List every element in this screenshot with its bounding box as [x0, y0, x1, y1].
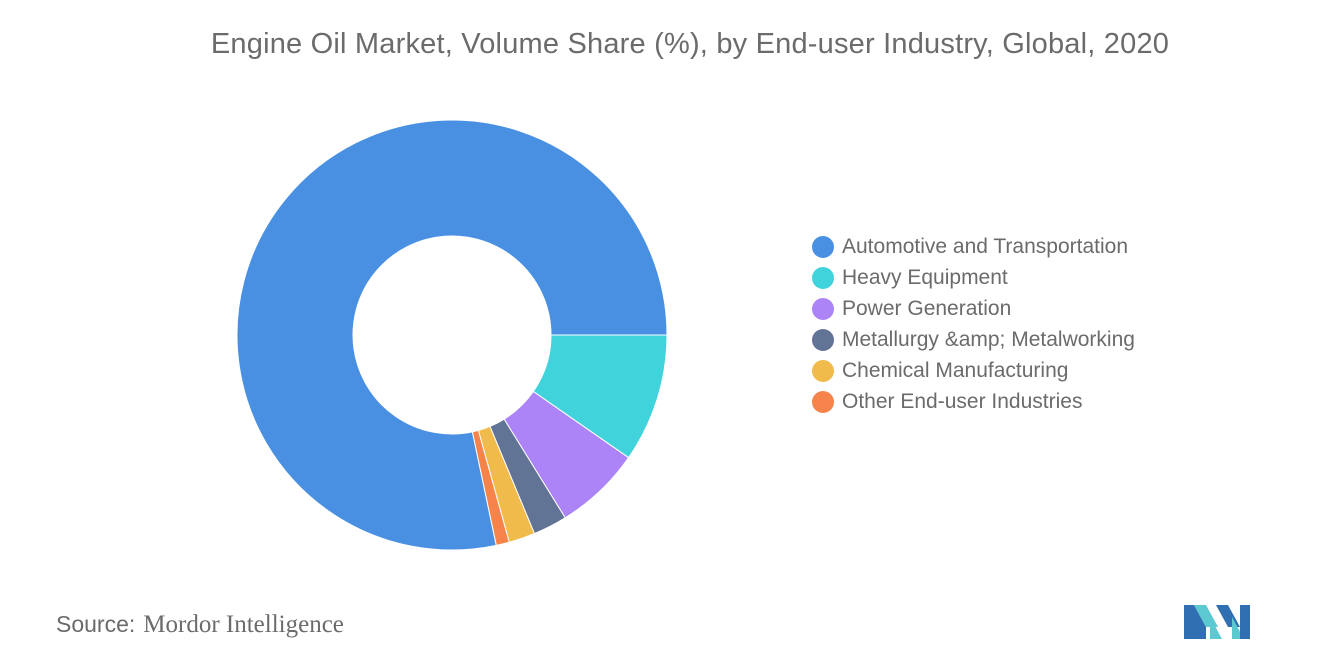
legend-item-automotive: Automotive and Transportation [812, 231, 1135, 262]
legend-item-power-generation: Power Generation [812, 293, 1135, 324]
donut-slice [471, 429, 510, 546]
legend-label: Automotive and Transportation [842, 234, 1129, 258]
legend-label: Chemical Manufacturing [842, 358, 1069, 382]
legend-swatch [812, 328, 834, 351]
legend-item-other: Other End-user Industries [812, 386, 1135, 417]
legend-item-chemical: Chemical Manufacturing [812, 355, 1135, 386]
legend-label: Power Generation [842, 296, 1012, 320]
source-value: Mordor Intelligence [143, 611, 344, 638]
legend-swatch [812, 297, 834, 320]
legend-label: Metallurgy &amp; Metalworking [842, 327, 1135, 351]
legend-item-heavy-equipment: Heavy Equipment [812, 262, 1135, 293]
chart-legend: Automotive and Transportation Heavy Equi… [812, 231, 1135, 417]
legend-swatch [812, 266, 834, 289]
source-note: Source: Mordor Intelligence [56, 611, 344, 639]
legend-item-metallurgy: Metallurgy &amp; Metalworking [812, 324, 1135, 355]
chart-title: Engine Oil Market, Volume Share (%), by … [210, 28, 1170, 60]
legend-swatch [812, 235, 834, 258]
donut-slice [236, 119, 668, 551]
legend-swatch [812, 359, 834, 382]
source-label: Source: [56, 611, 136, 637]
legend-label: Other End-user Industries [842, 389, 1083, 413]
legend-swatch [812, 390, 834, 413]
mordor-intelligence-logo-icon [1184, 605, 1250, 639]
legend-label: Heavy Equipment [842, 265, 1008, 289]
